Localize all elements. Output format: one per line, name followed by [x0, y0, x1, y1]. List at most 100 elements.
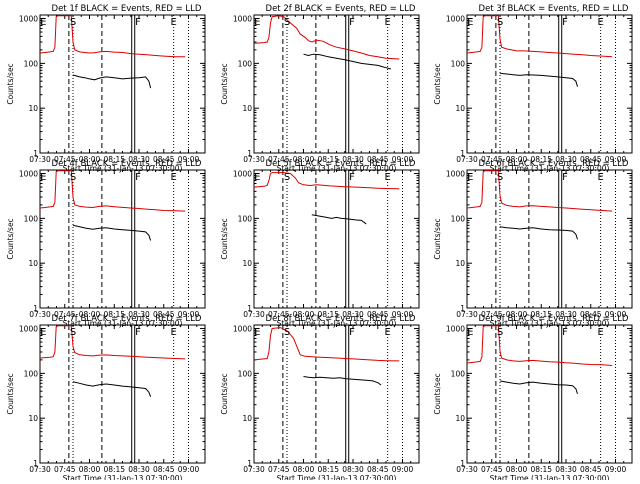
x-tick-label: 07:45: [481, 465, 503, 474]
x-tick-label: 08:00: [293, 465, 315, 474]
marker-e-right: E: [384, 327, 390, 338]
x-tick-label: 08:45: [153, 465, 175, 474]
x-tick-label: 09:00: [178, 310, 200, 319]
x-axis-label: Start Time (31-Jan-13 07:30:00): [490, 319, 610, 328]
plot-frame: [253, 14, 420, 154]
series-lld-line: [253, 327, 400, 362]
x-tick-label: 09:00: [392, 465, 414, 474]
marker-f: F: [562, 327, 568, 338]
series-events-line: [303, 376, 382, 386]
marker-e-right: E: [384, 17, 390, 28]
x-tick-label: 08:15: [103, 310, 125, 319]
marker-s: S: [284, 17, 290, 28]
y-tick-label: 1: [33, 459, 38, 468]
x-tick-label: 08:45: [367, 465, 389, 474]
y-axis-label: Counts/sec: [433, 218, 442, 259]
x-tick-label: 08:15: [530, 465, 552, 474]
marker-f: F: [135, 172, 141, 183]
series-lld-line: [466, 170, 613, 212]
marker-e-right: E: [170, 17, 176, 28]
y-tick-label: 1: [33, 149, 38, 158]
y-tick-label: 1000: [19, 325, 38, 334]
x-tick-label: 07:30: [29, 310, 51, 319]
panel-title: Det 5f BLACK = Events, RED = LLD: [266, 159, 416, 169]
series-lld-line: [466, 15, 613, 58]
x-tick-label: 08:15: [103, 465, 125, 474]
x-tick-label: 08:15: [103, 155, 125, 164]
panel-title: Det 6f BLACK = Events, RED = LLD: [479, 159, 629, 169]
marker-e-right: E: [170, 327, 176, 338]
series-events-line: [311, 214, 367, 225]
y-tick-label: 10: [455, 104, 465, 113]
panel-title: Det 3f BLACK = Events, RED = LLD: [479, 4, 629, 14]
x-tick-label: 08:30: [555, 155, 577, 164]
x-axis-label: Start Time (31-Jan-13 07:30:00): [277, 319, 397, 328]
y-tick-label: 100: [238, 369, 253, 378]
x-tick-label: 08:00: [79, 465, 101, 474]
x-tick-label: 08:00: [506, 155, 528, 164]
x-axis-label: Start Time (31-Jan-13 07:30:00): [63, 474, 183, 480]
y-tick-label: 1000: [19, 15, 38, 24]
y-tick-label: 1: [460, 459, 465, 468]
y-tick-label: 10: [28, 259, 38, 268]
x-tick-label: 07:30: [29, 155, 51, 164]
x-tick-label: 08:30: [128, 155, 150, 164]
series-lld-line: [253, 172, 400, 190]
y-tick-label: 1000: [446, 170, 465, 179]
marker-s: S: [70, 172, 76, 183]
plot-frame: [39, 169, 206, 309]
marker-f: F: [349, 17, 355, 28]
y-tick-label: 100: [238, 59, 253, 68]
x-tick-label: 08:00: [506, 310, 528, 319]
panel-det-5: Det 5f BLACK = Events, RED = LLD 07:30 07:…: [220, 159, 420, 328]
marker-f: F: [135, 327, 141, 338]
y-axis-label: Counts/sec: [433, 373, 442, 414]
series-events-line: [72, 224, 152, 241]
y-tick-label: 10: [455, 414, 465, 423]
x-tick-label: 07:45: [481, 310, 503, 319]
panel-title: Det 9f BLACK = Events, RED = LLD: [479, 314, 629, 324]
y-tick-label: 100: [24, 214, 39, 223]
y-tick-label: 10: [242, 414, 252, 423]
plot-frame: [253, 324, 420, 464]
x-tick-label: 07:45: [54, 155, 76, 164]
x-tick-label: 07:30: [456, 155, 478, 164]
marker-e-left: E: [467, 17, 473, 28]
marker-f: F: [349, 327, 355, 338]
x-tick-label: 09:00: [605, 310, 627, 319]
marker-e-right: E: [597, 17, 603, 28]
marker-s: S: [284, 327, 290, 338]
x-tick-label: 08:45: [367, 155, 389, 164]
plot-frame: [253, 169, 420, 309]
panel-title: Det 2f BLACK = Events, RED = LLD: [266, 4, 416, 14]
x-tick-label: 07:45: [54, 465, 76, 474]
y-tick-label: 10: [455, 259, 465, 268]
x-tick-label: 09:00: [605, 465, 627, 474]
y-axis-label: Counts/sec: [220, 63, 229, 104]
panel-det-8: Det 8f BLACK = Events, RED = LLD 07:30 07:…: [220, 314, 420, 483]
marker-f: F: [562, 17, 568, 28]
marker-e-left: E: [254, 327, 260, 338]
x-tick-label: 07:30: [243, 310, 265, 319]
x-tick-label: 07:45: [268, 155, 290, 164]
x-tick-label: 08:45: [153, 155, 175, 164]
x-axis-label: Start Time (31-Jan-13 07:30:00): [490, 164, 610, 173]
x-tick-label: 08:00: [79, 310, 101, 319]
panel-det-7: Det 7f BLACK = Events, RED = LLD 07:30 07:…: [6, 314, 206, 483]
panel-title: Det 4f BLACK = Events, RED = LLD: [52, 159, 202, 169]
x-tick-label: 08:45: [580, 310, 602, 319]
series-events-line: [499, 72, 578, 87]
x-tick-label: 07:45: [481, 155, 503, 164]
x-tick-label: 08:30: [342, 155, 364, 164]
marker-e-right: E: [170, 172, 176, 183]
series-events-line: [499, 380, 578, 394]
y-tick-label: 100: [451, 214, 466, 223]
y-tick-label: 1: [460, 304, 465, 313]
x-tick-label: 08:30: [342, 310, 364, 319]
plot-frame: [39, 324, 206, 464]
marker-e-left: E: [40, 172, 46, 183]
x-tick-label: 07:45: [268, 465, 290, 474]
x-tick-label: 09:00: [392, 310, 414, 319]
